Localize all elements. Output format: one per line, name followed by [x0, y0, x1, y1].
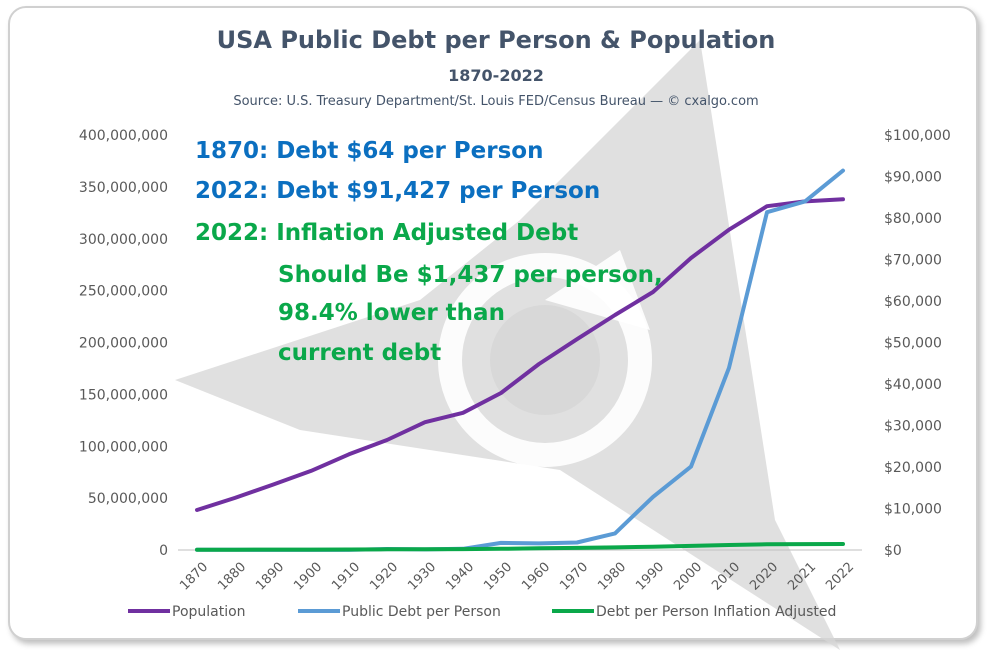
annotation-line-1: 1870: Debt $64 per Person: [195, 138, 544, 164]
legend-label-3: Debt per Person Inflation Adjusted: [596, 604, 836, 620]
y-right-tick-label: $70,000: [884, 253, 942, 269]
y-left-tick-label: 150,000,000: [79, 387, 168, 403]
y-left-tick-label: 350,000,000: [79, 180, 168, 196]
x-tick-label: 1900: [291, 560, 325, 594]
x-tick-label: 2010: [709, 560, 743, 594]
legend-label-2: Public Debt per Person: [342, 604, 501, 620]
legend-label-1: Population: [172, 604, 246, 620]
x-tick-label: 1870: [177, 560, 211, 594]
x-tick-label: 1910: [329, 560, 363, 594]
y-right-tick-label: $30,000: [884, 419, 942, 435]
x-tick-label: 1970: [557, 560, 591, 594]
y-right-tick-label: $60,000: [884, 294, 942, 310]
x-tick-label: 2021: [785, 560, 819, 594]
y-left-tick-label: 50,000,000: [88, 491, 168, 507]
y-right-tick-label: $20,000: [884, 460, 942, 476]
annotation-line-5: 98.4% lower than: [278, 300, 505, 326]
x-tick-label: 1920: [367, 560, 401, 594]
chart-title: USA Public Debt per Person & Population: [216, 26, 776, 54]
y-left-tick-label: 250,000,000: [79, 284, 168, 300]
series-line-1: [195, 197, 845, 512]
y-left-tick-label: 100,000,000: [79, 439, 168, 455]
y-left-tick-label: 300,000,000: [79, 232, 168, 248]
x-tick-label: 2000: [671, 560, 705, 594]
y-right-tick-label: $0: [884, 543, 902, 559]
y-right-tick-label: $50,000: [884, 336, 942, 352]
watermark-ring: [438, 253, 652, 467]
y-right-tick-label: $40,000: [884, 377, 942, 393]
x-tick-label: 2022: [823, 560, 857, 594]
y-left-tick-label: 400,000,000: [79, 128, 168, 144]
x-tick-label: 1990: [633, 560, 667, 594]
x-tick-label: 1930: [405, 560, 439, 594]
x-tick-label: 1960: [519, 560, 553, 594]
x-tick-label: 1940: [443, 560, 477, 594]
y-left-tick-label: 0: [159, 543, 168, 559]
y-right-tick-label: $10,000: [884, 502, 942, 518]
x-tick-label: 1880: [215, 560, 249, 594]
chart-subtitle: 1870-2022: [448, 66, 544, 85]
annotation-line-3: 2022: Inflation Adjusted Debt: [195, 220, 579, 246]
x-tick-label: 1890: [253, 560, 287, 594]
y-left-tick-label: 200,000,000: [79, 336, 168, 352]
x-tick-label: 1950: [481, 560, 515, 594]
annotation-line-4: Should Be $1,437 per person,: [278, 262, 663, 288]
series-line-3: [195, 542, 845, 552]
chart-source: Source: U.S. Treasury Department/St. Lou…: [233, 94, 759, 109]
x-tick-label: 1980: [595, 560, 629, 594]
y-right-tick-label: $90,000: [884, 170, 942, 186]
y-right-tick-label: $100,000: [884, 128, 951, 144]
annotation-line-2: 2022: Debt $91,427 per Person: [195, 178, 601, 204]
x-tick-label: 2020: [747, 560, 781, 594]
annotation-line-6: current debt: [278, 340, 442, 366]
y-right-tick-label: $80,000: [884, 211, 942, 227]
